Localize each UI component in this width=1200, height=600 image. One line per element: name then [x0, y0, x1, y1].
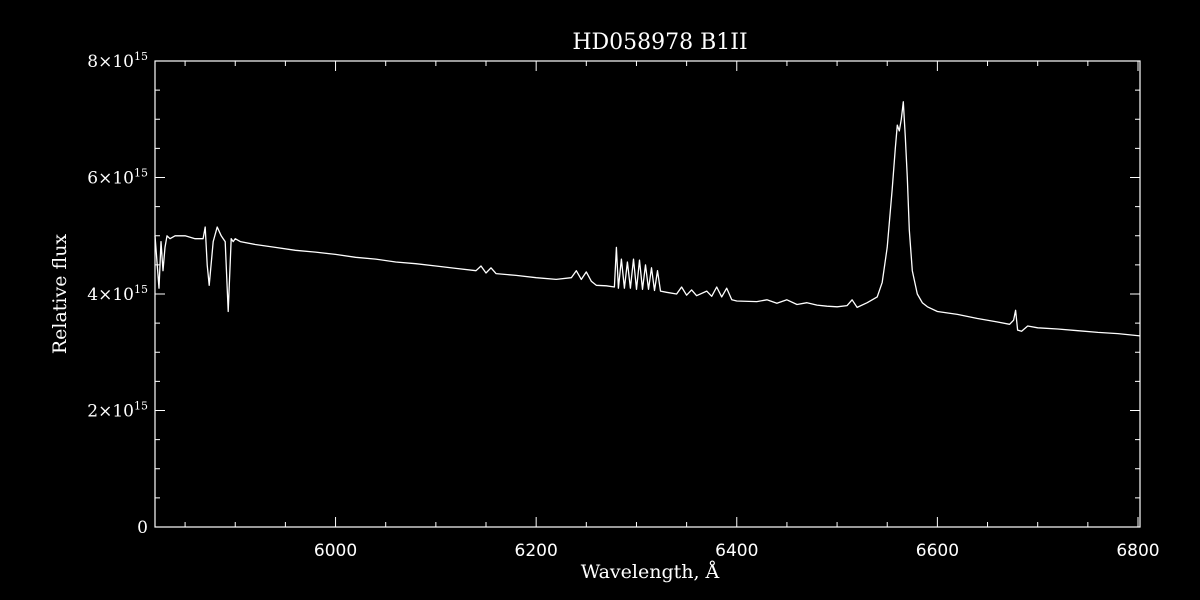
- y-tick-label: 4×1015: [87, 283, 148, 305]
- x-axis-label: Wavelength, Å: [581, 561, 720, 583]
- y-tick-label: 6×1015: [87, 167, 148, 189]
- x-tick-label: 6000: [314, 541, 357, 561]
- x-tick-label: 6600: [916, 541, 959, 561]
- x-axis-ticks: 6000 6200 6400 6600 6800: [184, 61, 1160, 561]
- y-tick-label: 2×1015: [87, 400, 148, 422]
- chart-title: HD058978 B1II: [572, 30, 747, 55]
- y-tick-label: 8×1015: [87, 50, 148, 72]
- y-axis-ticks: 0 2×1015 4×1015 6×1015 8×1015: [87, 50, 1140, 538]
- series-layer: [154, 101, 1141, 337]
- x-tick-label: 6200: [515, 541, 558, 561]
- x-tick-label: 6400: [715, 541, 758, 561]
- y-tick-label: 0: [137, 518, 148, 538]
- x-tick-label: 6800: [1116, 541, 1159, 561]
- series-line-0: [154, 101, 1141, 337]
- y-axis-label: Relative flux: [49, 234, 71, 355]
